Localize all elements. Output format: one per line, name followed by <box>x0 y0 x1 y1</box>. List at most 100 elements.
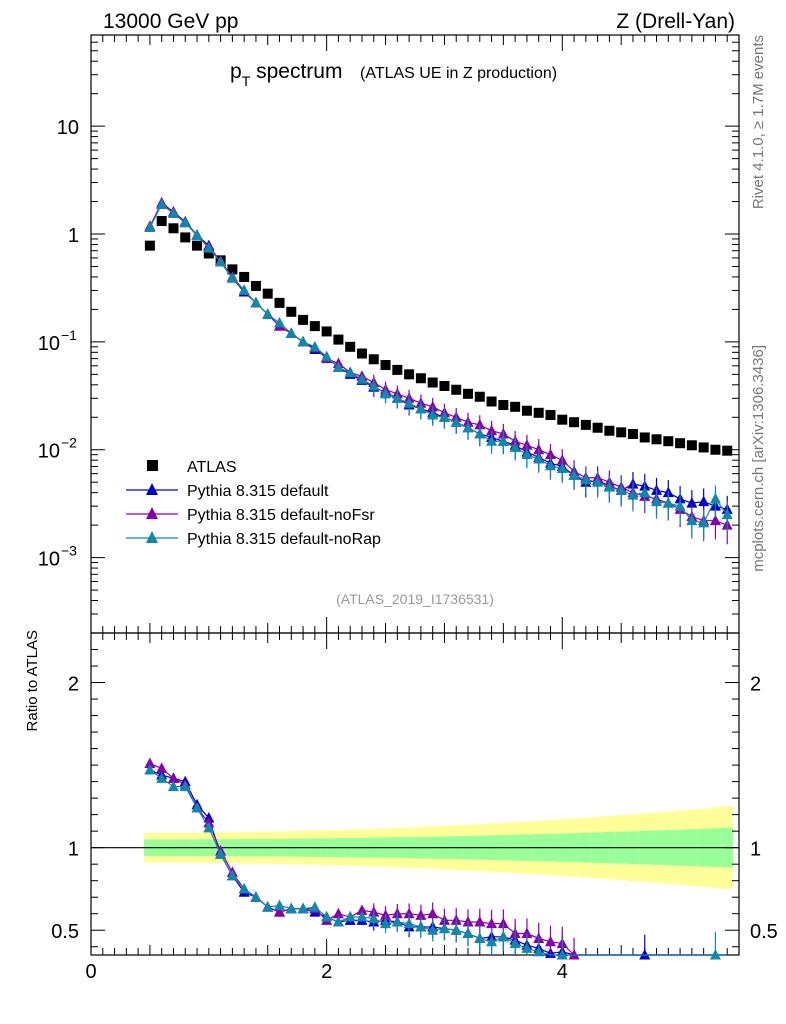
atlas-point <box>333 334 344 345</box>
ratio-point <box>285 902 297 914</box>
mc-point <box>568 469 580 480</box>
ratio-point <box>226 869 238 881</box>
y-tick-exponent: −3 <box>61 543 77 559</box>
x-tick-label: 4 <box>557 961 568 983</box>
mc-point <box>238 284 250 295</box>
atlas-point <box>675 438 686 449</box>
mc-point <box>615 484 627 495</box>
ratio-point <box>356 911 368 922</box>
atlas-point <box>298 314 309 325</box>
ratio-point <box>179 780 191 792</box>
atlas-point <box>592 422 603 433</box>
mc-point <box>686 497 698 508</box>
atlas-point <box>627 428 638 439</box>
collision-label: 13000 GeV pp <box>103 10 238 33</box>
ratio-axes: 0.5 0.5 1 1 2 2 <box>51 633 778 955</box>
series-line <box>149 203 728 510</box>
atlas-point <box>404 369 415 380</box>
mc-point <box>356 373 368 384</box>
ratio-point <box>427 924 439 935</box>
ratio-point <box>474 932 486 943</box>
ratio-point <box>438 922 450 934</box>
atlas-point <box>451 384 462 395</box>
mc-point <box>156 198 168 209</box>
ratio-point <box>332 915 344 927</box>
mc-point <box>698 495 710 507</box>
atlas-point <box>651 434 662 445</box>
mc-point <box>321 350 333 362</box>
atlas-point <box>321 326 332 337</box>
atlas-point <box>380 360 391 371</box>
atlas-point <box>274 297 285 308</box>
mc-point <box>474 418 486 430</box>
atlas-point <box>250 280 261 291</box>
ratio-point <box>380 917 392 929</box>
legend-label: ATLAS <box>187 459 237 476</box>
ratio-point <box>156 762 168 773</box>
ratio-point <box>486 935 498 947</box>
rivet-label: Rivet 4.1.0, ≥ 1.7M events <box>750 35 767 209</box>
mc-point <box>533 453 545 464</box>
ratio-point <box>274 899 286 910</box>
ratio-point <box>709 949 721 960</box>
y-tick-label: 10 <box>38 549 60 571</box>
ratio-y-tick-label: 2 <box>68 674 79 696</box>
ratio-point <box>521 942 533 953</box>
mc-point <box>651 495 663 507</box>
mc-point <box>262 308 274 319</box>
mc-point <box>603 481 615 492</box>
ratio-y-tick-label-right: 1 <box>750 839 761 861</box>
mc-point <box>285 327 297 338</box>
atlas-point <box>415 373 426 384</box>
legend: ATLAS Pythia 8.315 default Pythia 8.315 de… <box>126 459 381 548</box>
atlas-point <box>345 341 356 352</box>
ratio-point <box>568 949 580 960</box>
x-tick-labels: 0 2 4 <box>85 961 567 983</box>
mc-point <box>556 462 568 474</box>
ratio-y-tick-label-right: 0.5 <box>750 921 778 943</box>
mc-point <box>368 379 380 391</box>
ratio-point <box>521 927 533 939</box>
ratio-point <box>156 772 168 783</box>
ratio-point <box>215 848 227 859</box>
mcplots-label: mcplots.cern.ch [arXiv:1306.3436] <box>750 345 767 572</box>
atlas-point <box>639 432 650 443</box>
ratio-point <box>474 915 486 927</box>
ratio-point <box>509 937 521 948</box>
mc-point <box>709 514 721 526</box>
ratio-point <box>556 949 568 960</box>
y-tick-label: 10 <box>38 333 60 355</box>
ratio-point <box>544 935 556 947</box>
y-tick-exponent: −1 <box>61 327 77 343</box>
mc-point <box>297 335 309 347</box>
atlas-point <box>309 321 320 332</box>
ratio-point <box>450 924 462 935</box>
mc-point <box>203 242 215 253</box>
atlas-point <box>227 264 238 275</box>
atlas-point <box>722 445 733 456</box>
ratio-point <box>415 920 427 932</box>
atlas-point <box>463 388 474 399</box>
legend-marker <box>146 483 158 495</box>
atlas-point <box>286 306 297 317</box>
legend-marker <box>146 507 158 519</box>
mc-point <box>627 489 639 500</box>
plot-subtitle: (ATLAS UE in Z production) <box>360 65 557 82</box>
y-tick-label: 1 <box>68 225 79 247</box>
ratio-point <box>415 909 427 920</box>
mc-point <box>415 402 427 414</box>
ratio-point <box>391 915 403 927</box>
atlas-point <box>203 248 214 259</box>
series-line <box>149 203 728 524</box>
x-tick-label: 0 <box>85 961 96 983</box>
mc-point <box>521 448 533 460</box>
atlas-point <box>168 223 179 234</box>
atlas-point <box>686 440 697 451</box>
mc-point <box>486 435 498 446</box>
ratio-point <box>462 927 474 939</box>
mc-point <box>274 316 286 328</box>
atlas-point <box>616 427 627 438</box>
ratio-uncertainty-bands <box>91 806 739 889</box>
